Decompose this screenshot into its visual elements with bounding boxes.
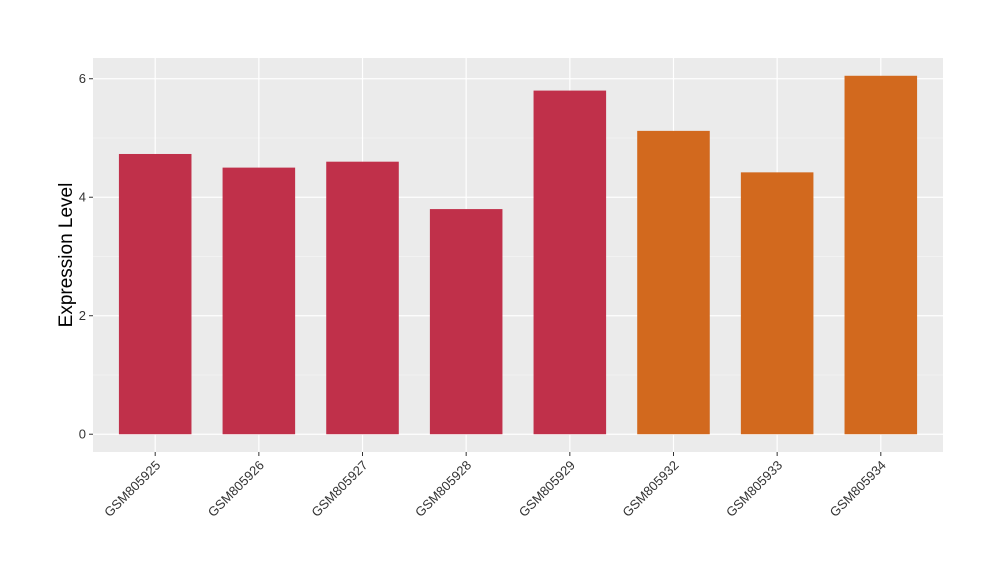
bar-GSM805929 xyxy=(533,90,607,435)
y-tick-label: 0 xyxy=(79,427,86,442)
bar-GSM805925 xyxy=(118,153,192,435)
x-tick-label: GSM805929 xyxy=(516,458,578,520)
bar-GSM805934 xyxy=(844,75,918,435)
y-axis-title: Expression Level xyxy=(56,183,77,328)
bar-GSM805926 xyxy=(222,167,296,435)
plot-panel xyxy=(93,58,943,452)
bar-GSM805933 xyxy=(740,172,814,435)
y-axis: 0 2 4 6 xyxy=(79,71,93,442)
x-tick-label: GSM805927 xyxy=(308,458,370,520)
x-tick-label: GSM805928 xyxy=(412,458,474,520)
x-tick-label: GSM805932 xyxy=(619,458,681,520)
bar-GSM805928 xyxy=(429,209,503,435)
bar-GSM805927 xyxy=(326,161,399,435)
x-tick-label: GSM805934 xyxy=(827,458,889,520)
bars xyxy=(118,75,918,435)
y-tick-label: 6 xyxy=(79,71,86,86)
x-tick-label: GSM805933 xyxy=(723,458,785,520)
bar-GSM805932 xyxy=(637,130,710,435)
x-tick-label: GSM805925 xyxy=(101,458,163,520)
x-tick-label: GSM805926 xyxy=(205,458,267,520)
y-tick-label: 4 xyxy=(79,190,86,205)
x-axis: GSM805925 GSM805926 GSM805927 GSM805928 GSM8… xyxy=(101,452,889,520)
y-tick-label: 2 xyxy=(79,308,86,323)
